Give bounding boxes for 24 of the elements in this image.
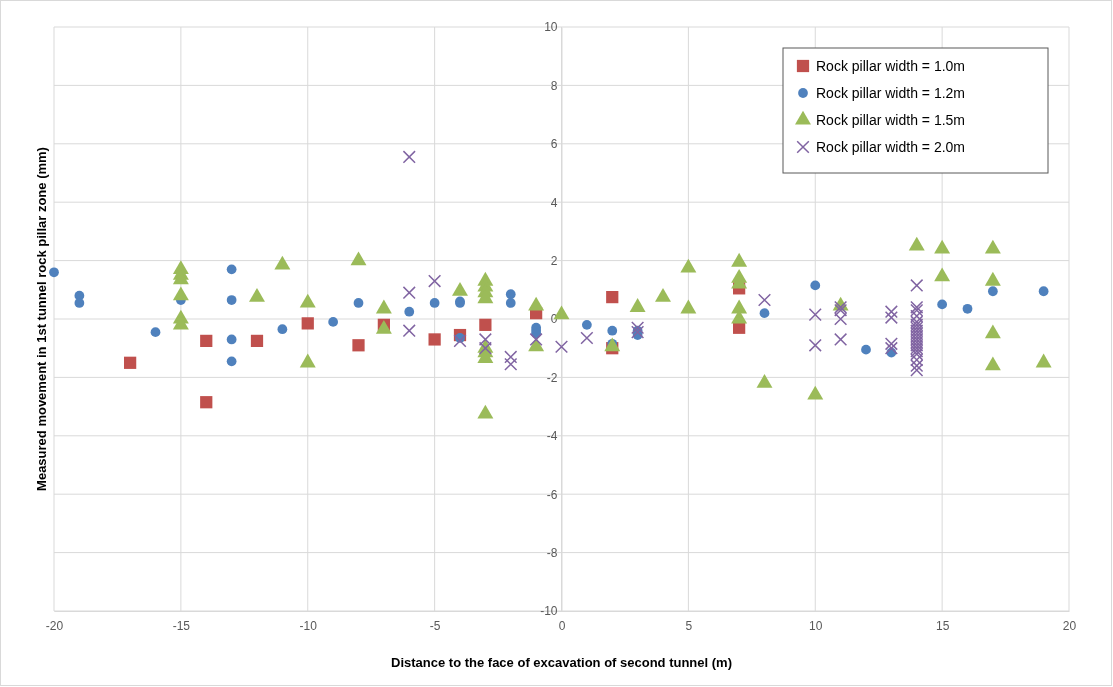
legend-label: Rock pillar width = 1.5m xyxy=(816,112,966,128)
y-tick-label: 10 xyxy=(544,20,558,35)
legend-label: Rock pillar width = 1.0m xyxy=(816,58,966,74)
x-tick-label: 20 xyxy=(1062,618,1077,633)
y-tick-label: 2 xyxy=(550,253,558,268)
y-tick-label: 8 xyxy=(550,78,558,93)
legend-label: Rock pillar width = 1.2m xyxy=(816,85,966,101)
y-tick-label: 4 xyxy=(550,195,558,210)
y-tick-label: -4 xyxy=(546,429,558,444)
y-tick-label: -8 xyxy=(546,545,558,560)
y-axis-title: Measured movement in 1st tunnel rock pillar zone (mm) xyxy=(34,147,49,491)
x-tick-label: -5 xyxy=(429,618,441,633)
y-tick-label: -2 xyxy=(546,370,558,385)
y-tick-label: -6 xyxy=(546,487,558,502)
x-tick-label: 10 xyxy=(809,618,823,633)
x-tick-label: 5 xyxy=(685,618,693,633)
legend-label: Rock pillar width = 2.0m xyxy=(816,139,966,155)
x-tick-label: 15 xyxy=(935,618,950,633)
x-axis-title: Distance to the face of excavation of second tunnel (m) xyxy=(391,655,732,670)
y-tick-label: 6 xyxy=(550,137,558,152)
x-tick-label: -10 xyxy=(299,618,318,633)
x-tick-label: -15 xyxy=(172,618,191,633)
x-tick-label: -20 xyxy=(45,618,64,633)
y-tick-label: -10 xyxy=(540,604,558,619)
